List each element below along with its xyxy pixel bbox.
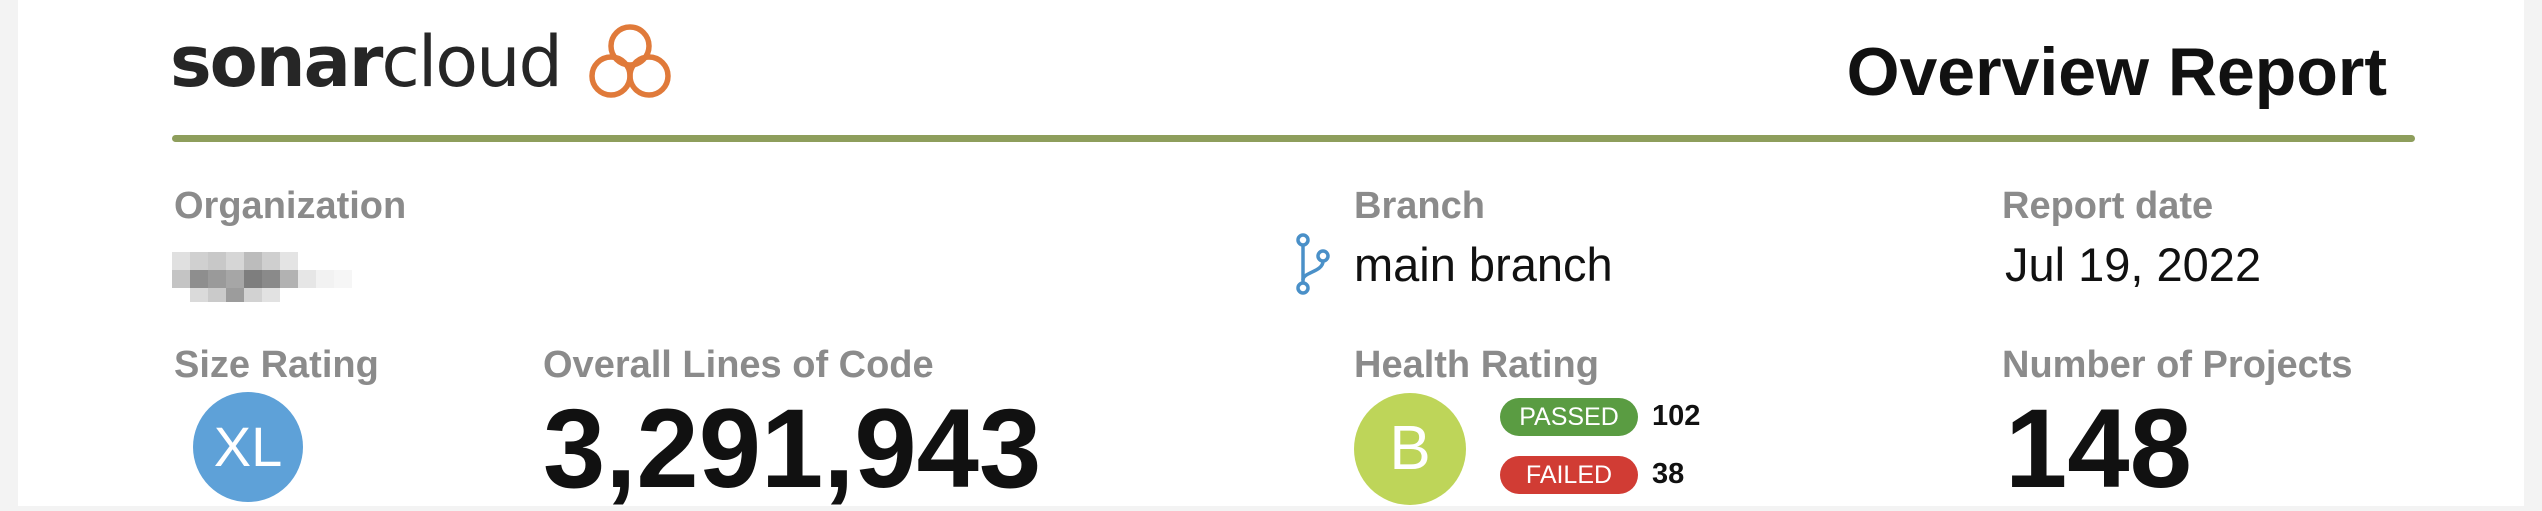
branch-value: main branch [1354,238,1613,291]
logo-wordmark-bold: sonar [170,21,383,103]
lines-of-code-value: 3,291,943 [543,386,1042,511]
lines-of-code-label: Overall Lines of Code [543,344,934,386]
failed-badge: FAILED [1500,456,1638,494]
page-title: Overview Report [1846,34,2387,110]
sonarcloud-cloud-icon [589,24,671,98]
size-rating-value: XL [213,415,283,478]
header-divider [172,135,2415,142]
sonarcloud-logo: sonarcloud [170,22,673,102]
branch-label: Branch [1354,185,1485,227]
size-rating-label: Size Rating [174,344,379,386]
projects-label: Number of Projects [2002,344,2353,386]
failed-count: 38 [1652,458,1685,490]
branch-icon [1296,233,1330,295]
report-date-label: Report date [2002,185,2214,227]
passed-badge: PASSED [1500,398,1638,436]
projects-value: 148 [2005,386,2192,511]
report-page: sonarcloud Overview Report Organization [18,0,2524,506]
report-date-value: Jul 19, 2022 [2005,238,2262,291]
redacted-organization-value [166,246,406,302]
logo-wordmark: sonarcloud [170,27,563,97]
passed-count: 102 [1652,400,1701,432]
logo-wordmark-regular: cloud [381,21,563,103]
health-rating-badge: B [1354,393,1466,505]
health-rating-label: Health Rating [1354,344,1599,386]
health-rating-grade: B [1389,414,1431,483]
organization-label: Organization [174,185,407,227]
size-rating-badge: XL [193,392,303,502]
